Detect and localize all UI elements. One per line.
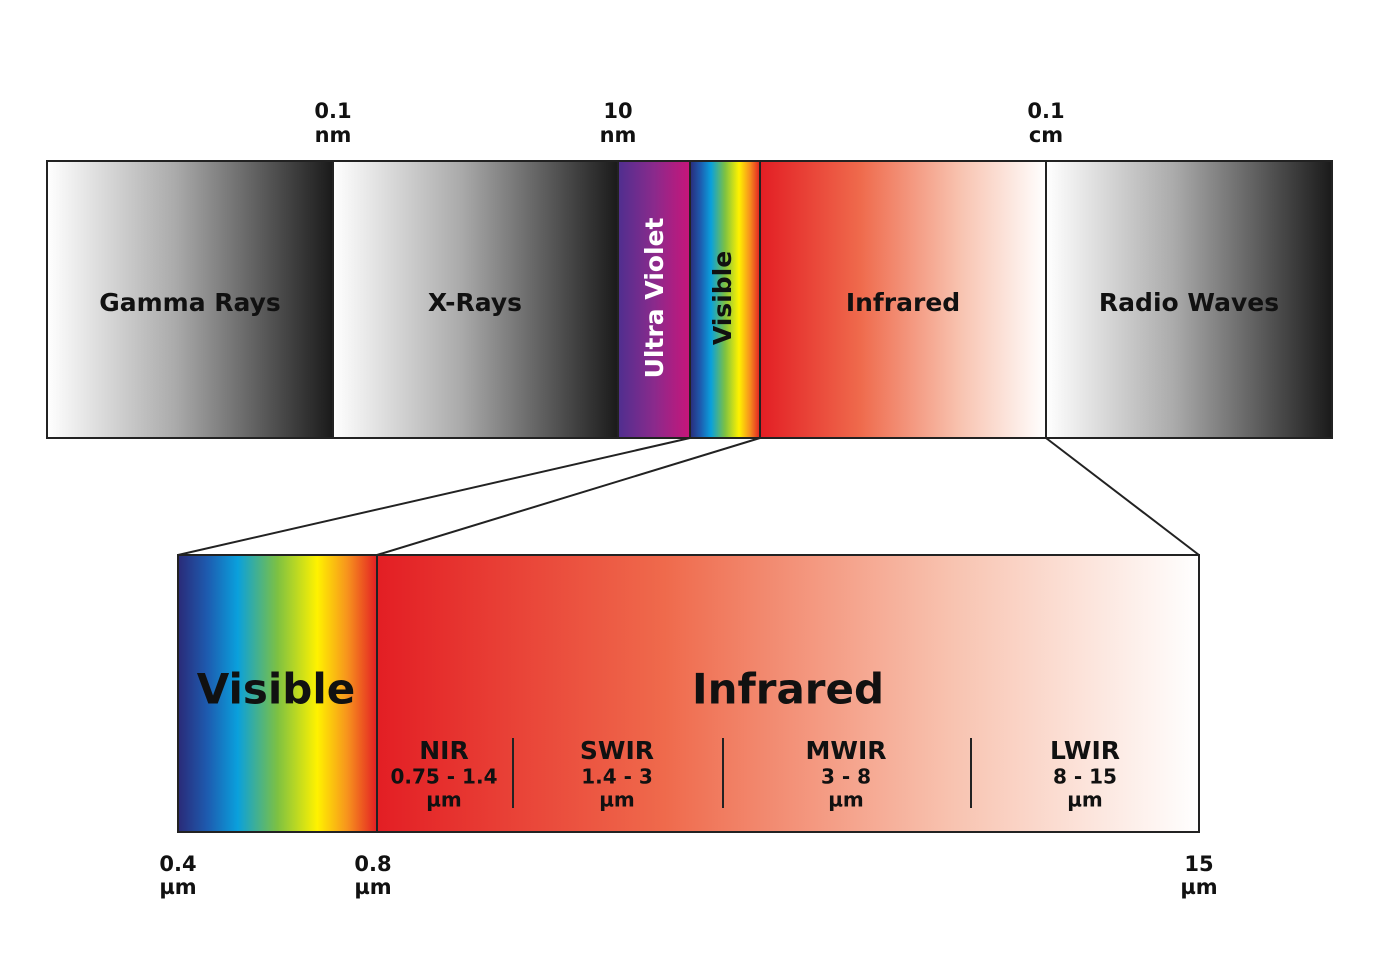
boundary-value: 0.8 <box>354 852 391 876</box>
infrared-segment <box>759 160 1047 439</box>
zoom-line <box>1045 437 1200 556</box>
radio-segment <box>1045 160 1333 439</box>
subband-unit: µm <box>426 788 462 812</box>
xray-segment <box>332 160 619 439</box>
boundary-value: 0.1 <box>1027 99 1064 123</box>
boundary-value: 15 <box>1184 852 1213 876</box>
boundary-unit: µm <box>354 875 391 899</box>
subband-range: 3 - 8 <box>821 765 871 789</box>
subband-name: SWIR <box>580 736 654 765</box>
boundary-value: 0.4 <box>159 852 196 876</box>
visible-detail <box>177 554 378 833</box>
boundary-unit: nm <box>315 123 352 147</box>
subband-name: NIR <box>419 736 468 765</box>
subband-range: 0.75 - 1.4 <box>390 765 497 789</box>
top-band <box>46 160 1333 439</box>
detail-band <box>177 554 1200 833</box>
band-label: Radio Waves <box>1099 288 1279 317</box>
zoom-lines <box>177 437 1200 556</box>
subband-name: LWIR <box>1050 736 1120 765</box>
band-label: Infrared <box>846 288 960 317</box>
boundary-unit: cm <box>1029 123 1063 147</box>
subband-unit: µm <box>828 788 864 812</box>
boundary-unit: µm <box>1180 875 1217 899</box>
subband-range: 8 - 15 <box>1053 765 1117 789</box>
boundary-unit: nm <box>600 123 637 147</box>
boundary-value: 10 <box>603 99 632 123</box>
subbands: NIR 0.75 - 1.4 µm SWIR 1.4 - 3 µm MWIR 3… <box>390 736 1120 812</box>
subband-unit: µm <box>1067 788 1103 812</box>
subband-unit: µm <box>599 788 635 812</box>
uv-segment <box>617 160 691 439</box>
zoom-line <box>177 437 691 556</box>
band-label: Visible <box>708 251 737 345</box>
boundary-value: 0.1 <box>314 99 351 123</box>
zoom-line <box>376 437 761 556</box>
boundary-unit: µm <box>159 875 196 899</box>
subband-range: 1.4 - 3 <box>581 765 653 789</box>
band-label: X-Rays <box>428 288 522 317</box>
subband-name: MWIR <box>805 736 886 765</box>
band-label: Ultra Violet <box>640 218 669 379</box>
band-label: Gamma Rays <box>99 288 281 317</box>
gamma-segment <box>46 160 334 439</box>
detail-label: Visible <box>197 665 356 714</box>
detail-label: Infrared <box>692 665 884 714</box>
